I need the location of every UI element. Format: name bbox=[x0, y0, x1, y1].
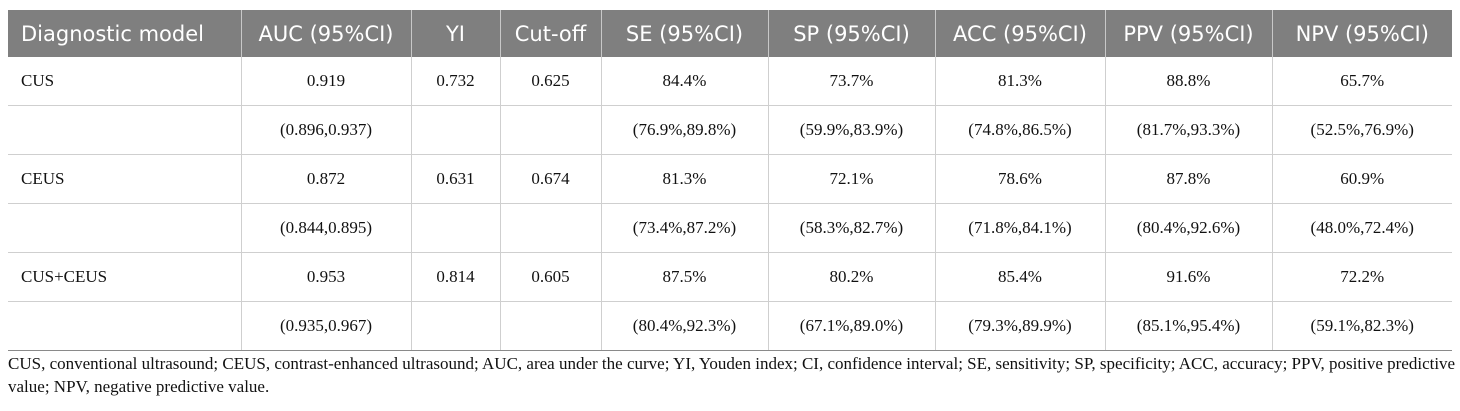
table-cell: (59.1%,82.3%) bbox=[1272, 301, 1452, 351]
table-cell: 81.3% bbox=[935, 57, 1106, 106]
table-cell: (52.5%,76.9%) bbox=[1272, 105, 1452, 155]
table-cell: 0.631 bbox=[411, 154, 501, 204]
table-cell: CEUS bbox=[8, 154, 242, 204]
table-cell: (85.1%,95.4%) bbox=[1105, 301, 1273, 351]
table-cell: CUS+CEUS bbox=[8, 252, 242, 302]
table-cell: 65.7% bbox=[1272, 57, 1452, 106]
table-cell: 84.4% bbox=[601, 57, 769, 106]
header-yi: YI bbox=[411, 10, 501, 57]
table-cell: (80.4%,92.3%) bbox=[601, 301, 769, 351]
table-cell: 72.1% bbox=[768, 154, 936, 204]
table-cell: 78.6% bbox=[935, 154, 1106, 204]
header-ppv: PPV (95%CI) bbox=[1105, 10, 1273, 57]
table-cell: 0.625 bbox=[500, 57, 602, 106]
table-row: CUS 0.919 0.732 0.625 84.4% 73.7% 81.3% … bbox=[8, 57, 1452, 106]
table-cell bbox=[8, 105, 242, 155]
header-diagnostic-model: Diagnostic model bbox=[8, 10, 242, 57]
table-row: (0.935,0.967) (80.4%,92.3%) (67.1%,89.0%… bbox=[8, 301, 1452, 351]
table-cell: 85.4% bbox=[935, 252, 1106, 302]
table-cell: CUS bbox=[8, 57, 242, 106]
table-cell: 0.814 bbox=[411, 252, 501, 302]
table-cell: (59.9%,83.9%) bbox=[768, 105, 936, 155]
diagnostic-performance-table: Diagnostic model AUC (95%CI) YI Cut-off … bbox=[8, 10, 1452, 351]
table-footnote: CUS, conventional ultrasound; CEUS, cont… bbox=[8, 354, 1456, 396]
table-cell: 0.605 bbox=[500, 252, 602, 302]
table-cell: (73.4%,87.2%) bbox=[601, 203, 769, 253]
table-cell: 0.872 bbox=[241, 154, 412, 204]
table-cell: 88.8% bbox=[1105, 57, 1273, 106]
table-cell: 0.953 bbox=[241, 252, 412, 302]
table-header-row: Diagnostic model AUC (95%CI) YI Cut-off … bbox=[8, 10, 1452, 57]
table-cell: (74.8%,86.5%) bbox=[935, 105, 1106, 155]
table-cell bbox=[500, 301, 602, 351]
table-cell: 81.3% bbox=[601, 154, 769, 204]
table-cell: 80.2% bbox=[768, 252, 936, 302]
table-cell bbox=[500, 105, 602, 155]
table-cell: (81.7%,93.3%) bbox=[1105, 105, 1273, 155]
table-cell: 72.2% bbox=[1272, 252, 1452, 302]
table-cell: (76.9%,89.8%) bbox=[601, 105, 769, 155]
table-row: CEUS 0.872 0.631 0.674 81.3% 72.1% 78.6%… bbox=[8, 154, 1452, 204]
header-se: SE (95%CI) bbox=[601, 10, 769, 57]
table-cell: (48.0%,72.4%) bbox=[1272, 203, 1452, 253]
table-cell: (67.1%,89.0%) bbox=[768, 301, 936, 351]
table-row: CUS+CEUS 0.953 0.814 0.605 87.5% 80.2% 8… bbox=[8, 252, 1452, 302]
table-cell: (0.935,0.967) bbox=[241, 301, 412, 351]
table-cell bbox=[500, 203, 602, 253]
table-cell: 87.8% bbox=[1105, 154, 1273, 204]
table-cell: 0.732 bbox=[411, 57, 501, 106]
table-cell: 91.6% bbox=[1105, 252, 1273, 302]
header-sp: SP (95%CI) bbox=[768, 10, 936, 57]
header-cut-off: Cut-off bbox=[500, 10, 602, 57]
table-row: (0.896,0.937) (76.9%,89.8%) (59.9%,83.9%… bbox=[8, 105, 1452, 155]
table-cell bbox=[411, 105, 501, 155]
table-cell: 0.674 bbox=[500, 154, 602, 204]
table-cell: (71.8%,84.1%) bbox=[935, 203, 1106, 253]
table-cell: 87.5% bbox=[601, 252, 769, 302]
table-cell: (80.4%,92.6%) bbox=[1105, 203, 1273, 253]
header-auc: AUC (95%CI) bbox=[241, 10, 412, 57]
table-row: (0.844,0.895) (73.4%,87.2%) (58.3%,82.7%… bbox=[8, 203, 1452, 253]
table-cell bbox=[8, 203, 242, 253]
diagnostic-table-container: Diagnostic model AUC (95%CI) YI Cut-off … bbox=[8, 10, 1452, 351]
table-cell: 73.7% bbox=[768, 57, 936, 106]
table-cell: 0.919 bbox=[241, 57, 412, 106]
table-cell bbox=[411, 301, 501, 351]
header-acc: ACC (95%CI) bbox=[935, 10, 1106, 57]
table-cell: (58.3%,82.7%) bbox=[768, 203, 936, 253]
table-cell: 60.9% bbox=[1272, 154, 1452, 204]
table-cell: (0.896,0.937) bbox=[241, 105, 412, 155]
table-cell: (79.3%,89.9%) bbox=[935, 301, 1106, 351]
table-cell: (0.844,0.895) bbox=[241, 203, 412, 253]
table-cell bbox=[8, 301, 242, 351]
table-cell bbox=[411, 203, 501, 253]
header-npv: NPV (95%CI) bbox=[1272, 10, 1452, 57]
